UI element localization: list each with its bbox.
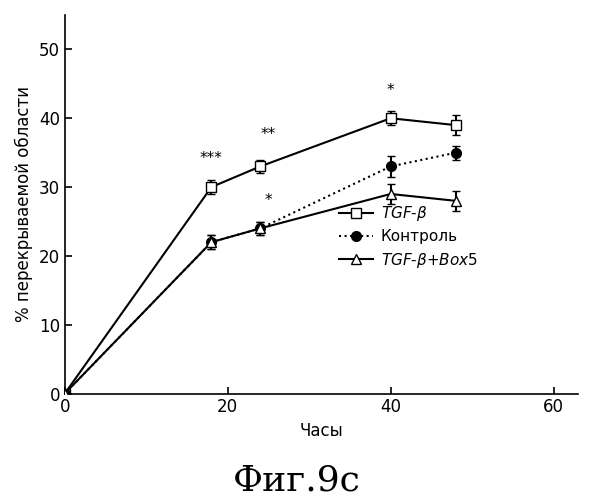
Text: Фиг.9с: Фиг.9с (232, 464, 361, 498)
X-axis label: Часы: Часы (299, 422, 343, 440)
Y-axis label: % перекрываемой области: % перекрываемой области (15, 86, 33, 322)
Text: *: * (387, 82, 394, 98)
Legend: $TGF$-$\beta$, Контроль, $TGF$-$\beta$+$Box5$: $TGF$-$\beta$, Контроль, $TGF$-$\beta$+$… (339, 204, 477, 270)
Text: **: ** (261, 128, 276, 142)
Text: ***: *** (200, 152, 223, 166)
Text: *: * (264, 192, 272, 208)
